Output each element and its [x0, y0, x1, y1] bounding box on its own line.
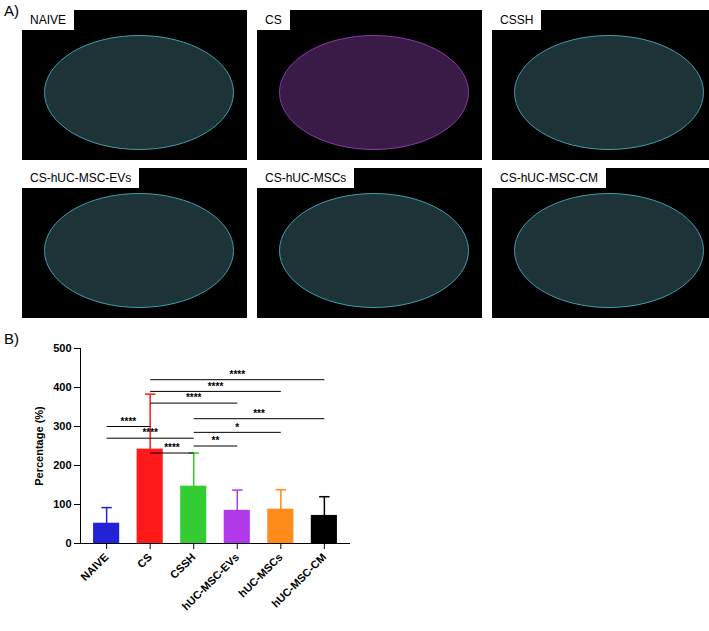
html-text:CS: CS	[265, 13, 282, 27]
svg-text:****: ****	[186, 392, 202, 403]
svg-text:100: 100	[53, 498, 71, 510]
svg-text:****: ****	[164, 442, 180, 453]
html-text:CS-hUC-MSC-CM: CS-hUC-MSC-CM	[500, 171, 598, 185]
svg-text:CSSH: CSSH	[168, 551, 198, 581]
svg-text:Percentage (%): Percentage (%)	[33, 406, 45, 486]
svg-text:200: 200	[53, 459, 71, 471]
svg-text:hUC-MSC-CM: hUC-MSC-CM	[269, 551, 328, 610]
svg-text:0: 0	[65, 537, 71, 549]
html-text:B): B)	[4, 330, 19, 347]
html-text:CS-hUC-MSCs: CS-hUC-MSCs	[265, 171, 347, 185]
svg-text:****: ****	[142, 427, 158, 438]
html-text:A): A)	[4, 2, 19, 19]
svg-text:****: ****	[229, 369, 245, 380]
svg-text:***: ***	[253, 408, 265, 419]
svg-text:CS: CS	[135, 551, 154, 570]
svg-text:300: 300	[53, 420, 71, 432]
svg-text:hUC-MSC-EVs: hUC-MSC-EVs	[180, 551, 242, 613]
html-text:CSSH: CSSH	[500, 13, 534, 27]
svg-text:NAIVE: NAIVE	[78, 551, 110, 583]
svg-text:****: ****	[208, 381, 224, 392]
svg-text:400: 400	[53, 381, 71, 393]
html-text:NAIVE: NAIVE	[30, 13, 66, 27]
svg-text:hUC-MSCs: hUC-MSCs	[236, 550, 285, 600]
html-text:CS-hUC-MSC-EVs: CS-hUC-MSC-EVs	[30, 171, 132, 185]
svg-text:500: 500	[53, 342, 71, 354]
svg-text:**: **	[212, 435, 220, 446]
svg-text:****: ****	[121, 416, 137, 427]
svg-text:*: *	[235, 422, 239, 433]
